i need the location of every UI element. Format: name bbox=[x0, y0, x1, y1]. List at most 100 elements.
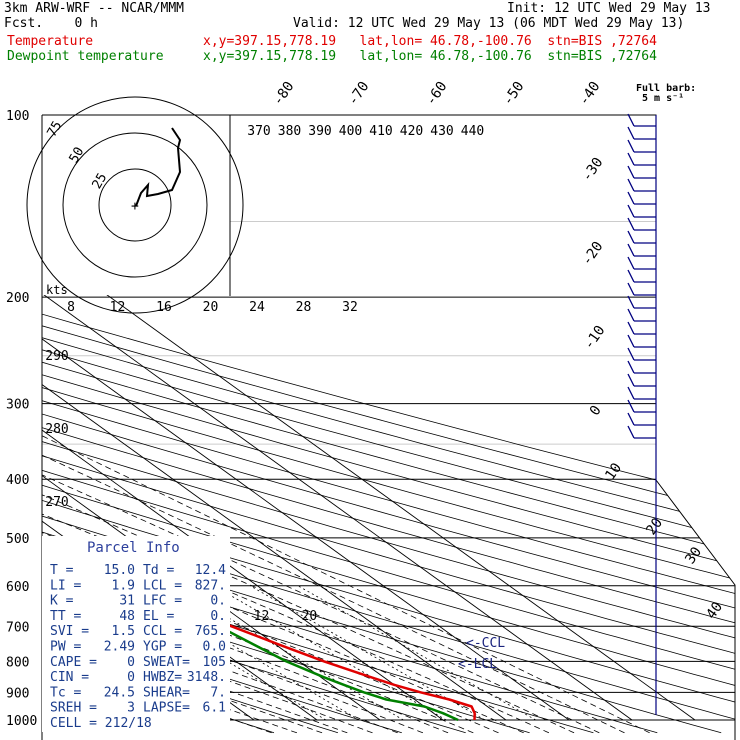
dry-adiabat-line bbox=[42, 115, 735, 734]
isotherm-label: 40 bbox=[703, 599, 726, 622]
pressure-label: 100 bbox=[6, 109, 29, 124]
wind-barb bbox=[627, 282, 635, 296]
wind-barb bbox=[627, 334, 635, 348]
hodograph-origin-marker: + bbox=[131, 199, 139, 214]
parcel-key: SWEAT= bbox=[143, 655, 190, 670]
wind-barb bbox=[627, 269, 635, 283]
dry-adiabat-line bbox=[42, 115, 735, 734]
theta-label: 370 bbox=[247, 124, 270, 139]
parcel-key: T = bbox=[50, 563, 74, 578]
hodograph-units-label: kts bbox=[46, 283, 68, 297]
wind-barb bbox=[627, 191, 635, 205]
wind-barb bbox=[627, 360, 635, 374]
dry-adiabat-line bbox=[42, 115, 735, 734]
temperature-legend-label: Temperature bbox=[7, 34, 94, 49]
hodograph-speed-label: 28 bbox=[296, 300, 312, 315]
hodograph-ring-label: 50 bbox=[67, 145, 88, 166]
level-annotation: <-LCL bbox=[458, 657, 497, 672]
pressure-label: 700 bbox=[6, 620, 29, 635]
pressure-label: 1000 bbox=[6, 714, 37, 729]
wind-barb bbox=[627, 230, 635, 244]
init-time: Init: 12 UTC Wed 29 May 13 bbox=[507, 1, 711, 16]
parcel-value: 3 bbox=[127, 701, 135, 716]
parcel-key: SVI = bbox=[50, 624, 89, 639]
parcel-key: EL = bbox=[143, 609, 174, 624]
parcel-value: 0. bbox=[210, 594, 226, 609]
parcel-info-box: Parcel Info T = 15.0 Td = 12.4 LI = 1.9 LCL = 82… bbox=[42, 536, 230, 732]
wind-barb bbox=[627, 126, 635, 140]
parcel-key: LCL = bbox=[143, 578, 182, 593]
forecast-hour: Fcst. 0 h bbox=[4, 16, 98, 31]
dry-adiabat-line bbox=[42, 115, 735, 734]
dewpoint-location: x,y=397.15,778.19 lat,lon= 46.78,-100.76… bbox=[203, 49, 657, 64]
parcel-value: 48 bbox=[119, 609, 135, 624]
isotherm-line bbox=[42, 115, 633, 721]
dry-adiabat-line bbox=[42, 115, 530, 734]
hodograph-ring-label: 75 bbox=[45, 119, 66, 140]
pressure-label: 600 bbox=[6, 580, 29, 595]
barb-key-units: 5 m s⁻¹ bbox=[642, 93, 685, 104]
dry-adiabat-line bbox=[42, 115, 735, 734]
parcel-value: 7. bbox=[210, 685, 226, 700]
isotherm-label: 30 bbox=[682, 544, 705, 567]
theta-label: 380 bbox=[278, 124, 301, 139]
wind-barb bbox=[627, 412, 635, 426]
parcel-key: PW = bbox=[50, 640, 81, 655]
parcel-value: 0 bbox=[127, 670, 135, 685]
wind-barb bbox=[627, 347, 635, 361]
isotherm-line bbox=[42, 115, 570, 721]
temperature-location: x,y=397.15,778.19 lat,lon= 46.78,-100.76… bbox=[203, 34, 657, 49]
model-title: 3km ARW-WRF -- NCAR/MMM bbox=[4, 1, 185, 16]
dewpoint-legend-label: Dewpoint temperature bbox=[7, 49, 164, 64]
wind-barb bbox=[627, 165, 635, 179]
wind-barb bbox=[627, 308, 635, 322]
parcel-value: 105 bbox=[203, 655, 226, 670]
hodograph-speed-label: 16 bbox=[156, 300, 172, 315]
dry-adiabat-line bbox=[42, 115, 466, 734]
parcel-key: CIN = bbox=[50, 670, 89, 685]
theta-label: 430 bbox=[430, 124, 453, 139]
dry-adiabat-line bbox=[42, 115, 735, 734]
parcel-value: 765. bbox=[195, 624, 226, 639]
wind-barb bbox=[627, 399, 635, 413]
parcel-value: 0.0 bbox=[203, 640, 226, 655]
dry-adiabat-line bbox=[42, 115, 735, 734]
wind-barb bbox=[627, 295, 635, 309]
parcel-value: 1.5 bbox=[112, 624, 135, 639]
hodograph-ring-label: 25 bbox=[90, 171, 111, 192]
isotherm-line bbox=[42, 115, 381, 721]
valid-time: Valid: 12 UTC Wed 29 May 13 (06 MDT Wed … bbox=[293, 16, 685, 31]
isotherm-label: 10 bbox=[602, 460, 625, 483]
parcel-key: CAPE = bbox=[50, 655, 97, 670]
theta-label: 290 bbox=[45, 349, 68, 364]
parcel-key: CCL = bbox=[143, 624, 182, 639]
isotherm-line bbox=[42, 115, 696, 721]
hodograph-speed-label: 12 bbox=[110, 300, 126, 315]
wind-barb bbox=[627, 204, 635, 218]
profile-curves bbox=[42, 115, 476, 722]
dewpoint-temperature-curve bbox=[42, 115, 459, 722]
moist-adiabat-line bbox=[42, 296, 550, 734]
dry-adiabat-line bbox=[42, 115, 735, 734]
pressure-label: 900 bbox=[6, 686, 29, 701]
hodograph-speed-label: 8 bbox=[67, 300, 75, 315]
parcel-key: YGP = bbox=[143, 640, 182, 655]
wind-barb bbox=[627, 139, 635, 153]
temperature-curve bbox=[42, 115, 476, 721]
mixing-ratio-line bbox=[297, 585, 536, 721]
moist-adiabat-line bbox=[42, 296, 373, 734]
wind-barbs bbox=[627, 113, 657, 715]
isotherm-line bbox=[42, 115, 507, 721]
theta-label: 270 bbox=[45, 495, 68, 510]
hodograph-ring bbox=[26, 96, 244, 314]
theta-label: 400 bbox=[339, 124, 362, 139]
hodograph-speed-label: 20 bbox=[203, 300, 219, 315]
level-annotation: <-CCL bbox=[466, 636, 505, 651]
wind-barb bbox=[627, 425, 635, 439]
parcel-key: Td = bbox=[143, 563, 174, 578]
parcel-key: SHEAR= bbox=[143, 685, 190, 700]
parcel-value: 6.1 bbox=[203, 701, 226, 716]
dry-adiabat-line bbox=[42, 115, 735, 734]
